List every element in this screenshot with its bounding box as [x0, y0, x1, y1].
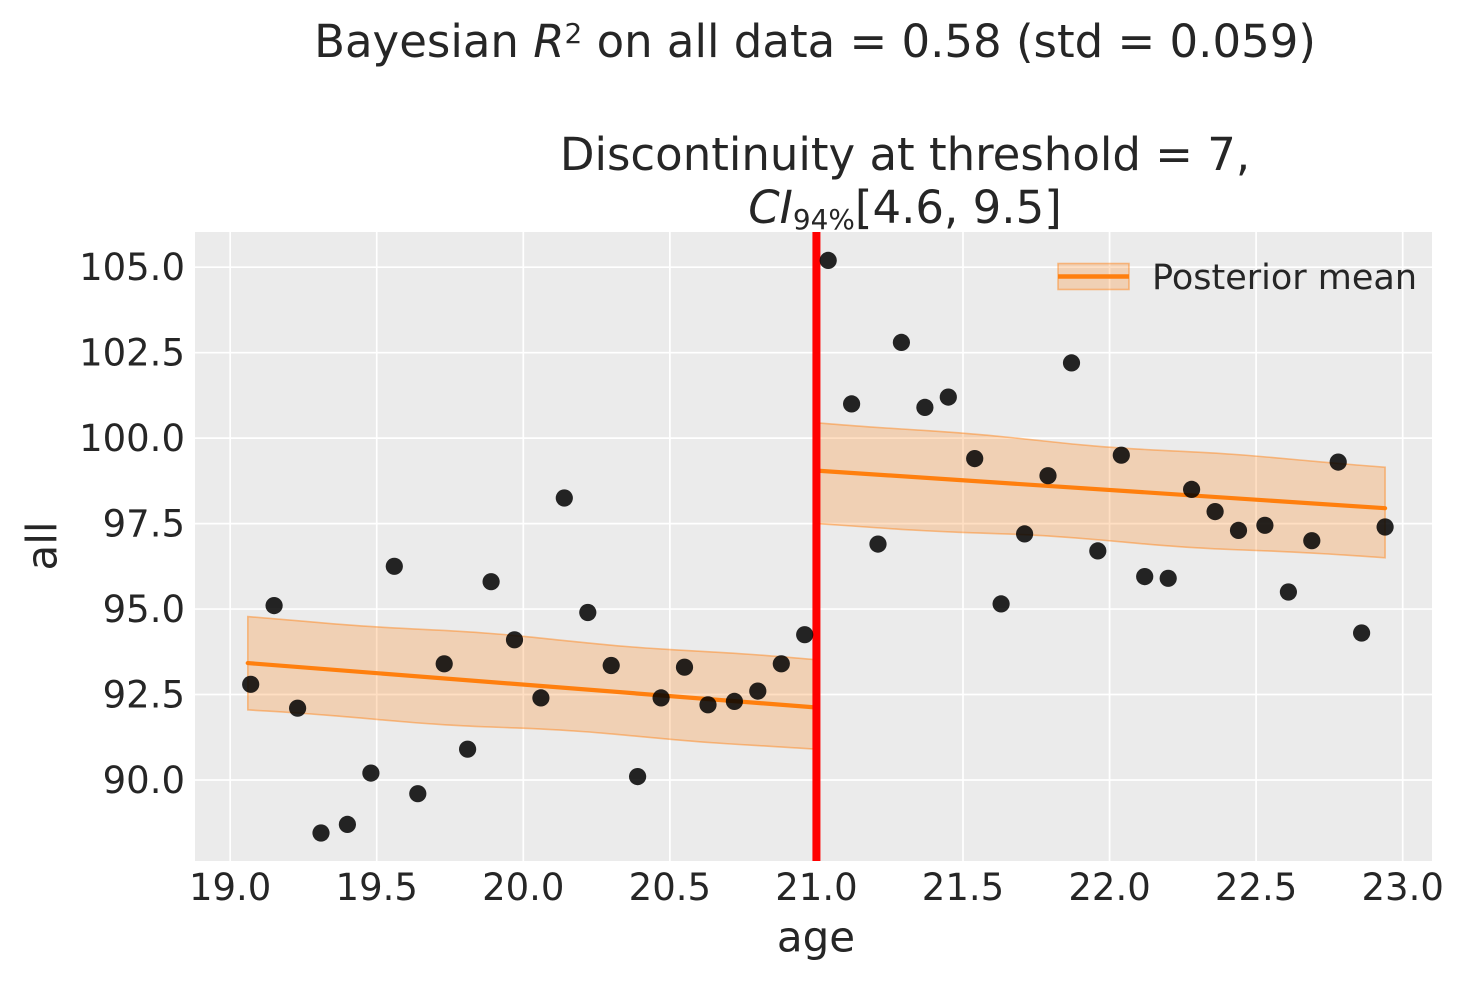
scatter-point: [555, 489, 573, 507]
y-tick-label: 97.5: [103, 503, 185, 546]
scatter-point: [579, 603, 597, 622]
scatter-point: [1136, 568, 1154, 586]
figure-title-prefix: Bayesian: [314, 15, 534, 68]
scatter-point: [1279, 583, 1297, 601]
y-tick-label: 102.5: [79, 332, 185, 375]
x-tick-label: 19.5: [336, 866, 418, 909]
scatter-point: [505, 631, 524, 649]
y-tick-label: 90.0: [103, 759, 185, 802]
posterior-mean-line: [245, 660, 819, 710]
scatter-point: [1112, 446, 1130, 464]
figure-title-suffix: on all data = 0.58 (std = 0.059): [582, 15, 1316, 68]
scatter-point: [1229, 521, 1248, 540]
x-tick-label: 21.5: [922, 866, 1004, 909]
scatter-point: [1206, 503, 1224, 521]
scatter-point: [725, 692, 744, 711]
y-tick-label: 100.0: [79, 417, 185, 460]
ci-symbol: CI: [748, 181, 793, 234]
scatter-point: [652, 689, 670, 707]
legend-label: Posterior mean: [1152, 258, 1417, 298]
scatter-point: [1039, 467, 1057, 485]
x-axis-label: age: [776, 912, 856, 962]
scatter-point: [796, 626, 814, 644]
x-tick-label: 20.5: [629, 866, 711, 909]
y-axis-label: all: [17, 521, 67, 571]
scatter-point: [629, 768, 647, 786]
scatter-point: [1016, 525, 1034, 543]
scatter-point: [966, 450, 984, 468]
posterior-mean-line: [814, 468, 1388, 511]
scatter-point: [1089, 542, 1107, 560]
scatter-point: [435, 655, 453, 673]
scatter-point: [385, 557, 403, 575]
y-tick-label: 92.5: [103, 674, 185, 717]
scatter-point: [289, 699, 307, 717]
scatter-point: [265, 597, 283, 615]
scatter-point: [699, 696, 717, 714]
scatter-point: [1329, 453, 1347, 471]
axes-title: Discontinuity at threshold = 7, CI94%[4.…: [560, 128, 1250, 240]
scatter-point: [1353, 624, 1371, 642]
y-tick-label: 105.0: [79, 246, 185, 289]
scatter-point: [362, 764, 380, 782]
x-tick-label: 22.0: [1068, 866, 1150, 909]
scatter-point: [338, 815, 356, 834]
scatter-point: [532, 689, 550, 707]
scatter-point: [1303, 532, 1321, 550]
x-tick-label: 20.0: [482, 866, 564, 909]
ci-interval: [4.6, 9.5]: [854, 181, 1062, 234]
scatter-point: [1376, 518, 1394, 536]
ci-subscript: 94%: [792, 203, 855, 237]
scatter-point: [675, 658, 694, 676]
x-tick-label: 21.0: [775, 866, 857, 909]
scatter-point: [772, 655, 790, 673]
r-squared-exponent: 2: [564, 17, 583, 51]
x-tick-label: 23.0: [1361, 866, 1443, 909]
scatter-point: [602, 656, 620, 675]
scatter-point: [939, 388, 957, 406]
scatter-point: [869, 535, 887, 553]
axes-title-line2: CI94%[4.6, 9.5]: [560, 181, 1250, 240]
scatter-point: [1062, 354, 1081, 372]
scatter-point: [409, 785, 427, 803]
r-squared-symbol: R: [533, 15, 565, 68]
scatter-point: [459, 740, 477, 758]
scatter-point: [749, 682, 767, 700]
figure-title: Bayesian R2 on all data = 0.58 (std = 0.…: [314, 16, 1316, 68]
scatter-point: [242, 675, 260, 693]
scatter-point: [482, 573, 500, 591]
axes-title-line1: Discontinuity at threshold = 7,: [559, 128, 1251, 181]
x-tick-label: 19.0: [189, 866, 271, 909]
scatter-point: [892, 333, 911, 351]
scatter-point: [843, 395, 861, 413]
scatter-point: [312, 824, 330, 842]
y-tick-label: 95.0: [103, 588, 185, 631]
scatter-point: [1183, 480, 1201, 498]
scatter-point: [992, 595, 1010, 613]
scatter-point: [819, 251, 837, 269]
scatter-point: [1256, 516, 1274, 534]
scatter-point: [916, 398, 934, 416]
x-tick-label: 22.5: [1215, 866, 1297, 909]
scatter-point: [1159, 569, 1177, 587]
